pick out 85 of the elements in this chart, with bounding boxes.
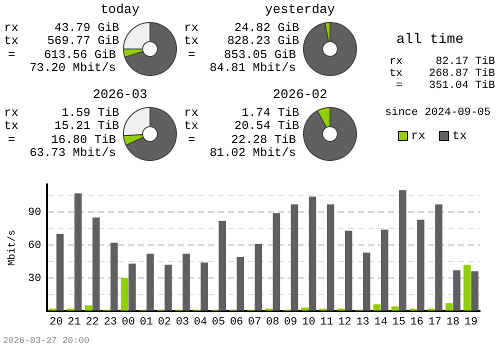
text: rx 1.74 TiB xyxy=(184,106,300,120)
x-tick-label: 23 xyxy=(104,316,117,328)
bar xyxy=(373,304,381,311)
bar xyxy=(471,271,478,311)
bar xyxy=(301,308,308,311)
text: tx 268.87 TiB xyxy=(388,68,495,80)
bar xyxy=(200,262,208,311)
x-tick-label: 18 xyxy=(446,316,460,328)
bar xyxy=(381,230,388,311)
x-tick-label: 15 xyxy=(392,316,406,328)
text: rx 1.59 TiB xyxy=(4,106,120,120)
bar xyxy=(290,204,298,311)
text: 81.02 Mbit/s xyxy=(208,146,296,160)
chart-title: 2026-03 xyxy=(92,87,148,102)
bar xyxy=(110,242,118,311)
x-tick-label: 07 xyxy=(248,316,262,328)
text: rx 24.82 GiB xyxy=(184,21,300,35)
bar xyxy=(326,204,334,311)
x-tick-label: 06 xyxy=(230,316,244,328)
x-tick-label: 20 xyxy=(50,316,63,328)
bar xyxy=(56,234,64,311)
bar xyxy=(272,213,280,311)
y-tick-label: 30 xyxy=(28,272,42,285)
x-tick-label: 05 xyxy=(212,316,226,328)
text: tx 569.77 GiB xyxy=(4,34,120,48)
bar xyxy=(464,264,471,311)
bar xyxy=(399,190,406,311)
bar xyxy=(236,257,244,311)
bar xyxy=(120,278,128,311)
x-tick-label: 08 xyxy=(266,316,280,328)
x-tick-label: 13 xyxy=(356,316,370,328)
y-tick-label: 90 xyxy=(28,206,42,219)
bar xyxy=(453,270,460,311)
chart-title: today xyxy=(99,2,140,17)
x-tick-label: 03 xyxy=(176,316,190,328)
bar xyxy=(254,244,262,311)
bar xyxy=(362,252,370,311)
y-tick-label: 60 xyxy=(28,240,42,252)
bar xyxy=(74,193,82,311)
text: all time xyxy=(395,32,465,48)
bar xyxy=(164,264,172,311)
legend-label: tx xyxy=(452,129,467,143)
x-tick-label: 01 xyxy=(140,316,154,328)
bar xyxy=(435,204,442,311)
text: = 16.80 TiB xyxy=(6,132,116,147)
x-tick-label: 19 xyxy=(464,316,478,328)
x-tick-label: 02 xyxy=(158,316,172,328)
bar xyxy=(218,220,226,311)
x-tick-label: 00 xyxy=(122,316,135,328)
bar xyxy=(146,254,154,311)
x-tick-label: 12 xyxy=(338,316,352,328)
text: = 613.56 GiB xyxy=(6,48,116,62)
text: since 2024-09-05 xyxy=(385,107,492,120)
text: = 22.28 TiB xyxy=(186,132,296,147)
x-tick-label: 14 xyxy=(374,316,388,328)
text: rx 82.17 TiB xyxy=(388,56,495,68)
bar xyxy=(445,303,453,311)
x-tick-label: 04 xyxy=(194,316,208,328)
text: rx 43.79 GiB xyxy=(4,21,120,35)
x-tick-label: 21 xyxy=(68,316,82,328)
text: = 351.04 TiB xyxy=(394,80,495,93)
chart-title: 2026-02 xyxy=(272,87,328,102)
x-tick-label: 22 xyxy=(86,316,99,328)
x-tick-label: 09 xyxy=(284,316,298,328)
text: 84.81 Mbit/s xyxy=(208,60,296,75)
chart-title: yesterday xyxy=(264,2,336,17)
text: 73.20 Mbit/s xyxy=(28,60,116,75)
legend-label: rx xyxy=(411,129,426,143)
text: 2026-03-27 20:00 xyxy=(3,336,90,346)
text: 63.73 Mbit/s xyxy=(28,146,116,160)
bar xyxy=(128,264,136,311)
text: tx 20.54 TiB xyxy=(184,119,300,134)
x-tick-label: 16 xyxy=(410,316,424,328)
bar xyxy=(182,254,190,311)
bar xyxy=(92,218,100,311)
x-tick-label: 17 xyxy=(428,316,442,328)
x-tick-label: 11 xyxy=(320,316,334,328)
text: = 853.05 GiB xyxy=(186,48,296,62)
bar xyxy=(417,220,424,311)
y-axis-title: Mbit/s xyxy=(6,230,19,266)
bar xyxy=(344,230,352,311)
text: tx 15.21 TiB xyxy=(4,119,120,134)
bar xyxy=(308,196,316,311)
x-tick-label: 10 xyxy=(302,316,316,328)
text: tx 828.23 GiB xyxy=(184,34,300,48)
